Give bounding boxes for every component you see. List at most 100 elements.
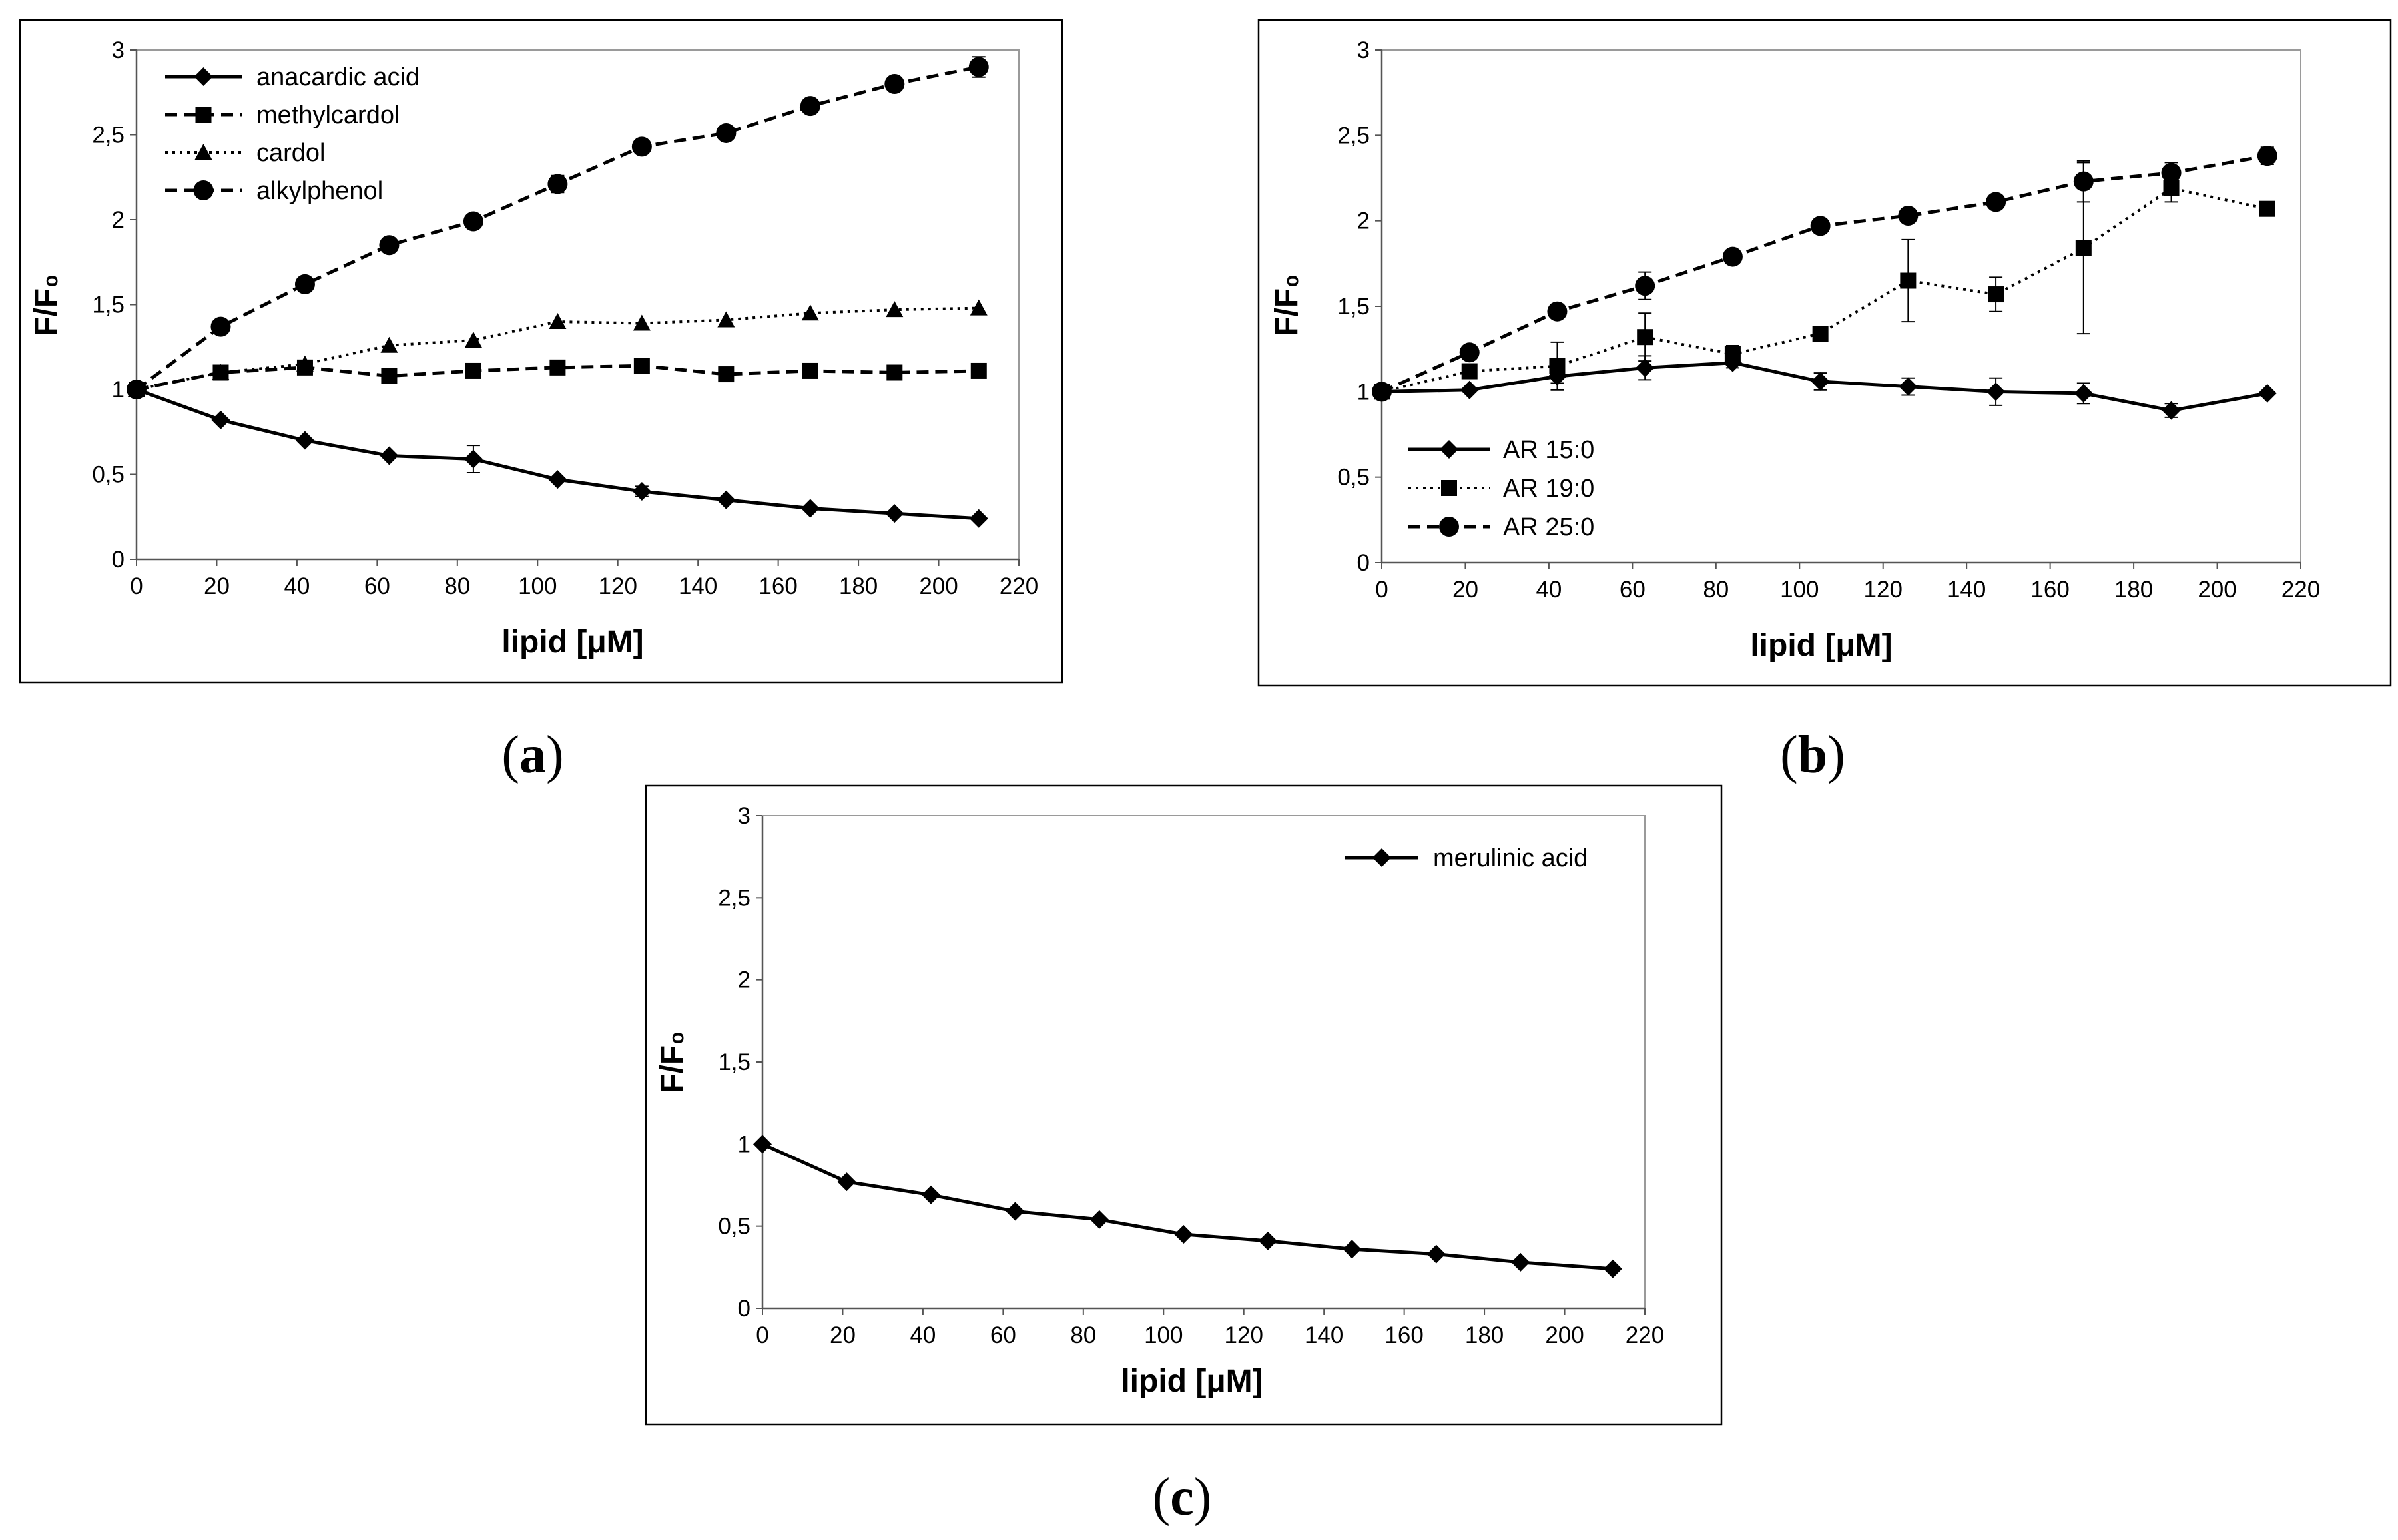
x-tick-label: 180 bbox=[2114, 577, 2153, 603]
legend-item-merulinic-acid: merulinic acid bbox=[1345, 844, 1588, 872]
data-point bbox=[1460, 380, 1479, 399]
panel-c: 0 0,5 1 1,5 2 2,5 3 0 20 40 60 80 100 120 140 160 180 200… bbox=[645, 784, 1723, 1527]
data-point bbox=[1811, 372, 1830, 391]
y-tick-label: 1 bbox=[1357, 379, 1370, 405]
y-tick-label: 0,5 bbox=[1337, 465, 1370, 491]
x-tick-label: 140 bbox=[679, 573, 717, 599]
x-tick-label: 180 bbox=[1465, 1322, 1504, 1348]
y-axis-title: F/F₀ bbox=[1269, 274, 1305, 336]
legend-marker bbox=[1441, 480, 1457, 496]
legend-label: methylcardol bbox=[256, 101, 400, 129]
legend-item-anacardic-acid: anacardic acid bbox=[165, 63, 420, 91]
data-point bbox=[379, 235, 400, 256]
y-tick-label: 2 bbox=[1357, 208, 1370, 234]
data-point bbox=[1258, 1231, 1277, 1250]
y-tick-label: 3 bbox=[738, 803, 750, 829]
data-point bbox=[633, 358, 650, 374]
data-point bbox=[127, 380, 147, 399]
x-axis-title: lipid [μM] bbox=[1121, 1364, 1263, 1399]
x-tick-label: 160 bbox=[758, 573, 797, 599]
data-point bbox=[1899, 377, 1918, 396]
x-tick-label: 120 bbox=[1864, 577, 1903, 603]
y-tick-label: 2,5 bbox=[1337, 123, 1370, 148]
panel-label: (a) bbox=[501, 726, 563, 784]
series-ar-15-0 bbox=[1372, 353, 2277, 420]
panel-label: (b) bbox=[1780, 726, 1845, 784]
x-tick-label: 80 bbox=[1703, 577, 1729, 603]
x-tick-label: 60 bbox=[364, 573, 390, 599]
y-tick-label: 3 bbox=[1357, 37, 1370, 63]
data-point bbox=[1343, 1240, 1362, 1259]
y-tick-label: 0 bbox=[1357, 550, 1370, 576]
data-point bbox=[1459, 342, 1480, 363]
x-tick-label: 60 bbox=[1620, 577, 1646, 603]
data-point bbox=[1089, 1210, 1109, 1229]
data-point bbox=[296, 355, 314, 372]
x-tick-label: 160 bbox=[1384, 1322, 1423, 1348]
data-point bbox=[465, 362, 481, 379]
x-tick-label: 200 bbox=[2198, 577, 2236, 603]
data-point bbox=[294, 274, 315, 294]
data-point bbox=[1898, 205, 1919, 226]
y-tick-label: 0,5 bbox=[92, 462, 125, 488]
data-point bbox=[802, 362, 818, 379]
y-tick-label: 1 bbox=[738, 1131, 750, 1157]
legend-label: anacardic acid bbox=[256, 63, 420, 91]
legend-label: alkylphenol bbox=[256, 177, 383, 205]
data-point bbox=[1986, 192, 2006, 212]
x-tick-label: 120 bbox=[1225, 1322, 1263, 1348]
data-point bbox=[548, 470, 567, 489]
panel-label: (c) bbox=[1153, 1468, 1212, 1527]
data-point bbox=[1810, 216, 1831, 236]
x-tick-label: 100 bbox=[1144, 1322, 1183, 1348]
x-tick-label: 100 bbox=[1780, 577, 1819, 603]
data-point bbox=[716, 123, 737, 143]
panel-letter: a bbox=[519, 726, 546, 784]
data-point bbox=[1174, 1225, 1193, 1244]
data-point bbox=[549, 313, 567, 329]
x-tick-label: 220 bbox=[1000, 573, 1038, 599]
series-line bbox=[1381, 186, 2268, 393]
x-tick-label: 40 bbox=[910, 1322, 936, 1348]
y-tick-label: 0 bbox=[112, 547, 125, 573]
x-tick-label: 40 bbox=[284, 573, 310, 599]
data-point bbox=[1461, 363, 1478, 380]
data-point bbox=[1988, 286, 2004, 303]
data-point bbox=[800, 499, 820, 518]
series-line bbox=[1380, 154, 2268, 393]
data-point bbox=[2161, 162, 2182, 183]
data-point bbox=[2073, 171, 2094, 192]
data-point bbox=[1511, 1252, 1530, 1272]
data-point bbox=[2259, 200, 2275, 217]
data-point bbox=[549, 359, 566, 376]
data-point bbox=[1547, 301, 1568, 322]
y-tick-label: 0,5 bbox=[718, 1214, 750, 1240]
y-axis-title: F/F₀ bbox=[655, 1031, 690, 1093]
legend-item-methylcardol: methylcardol bbox=[165, 101, 400, 129]
x-tick-label: 40 bbox=[1536, 577, 1562, 603]
legend-marker bbox=[194, 67, 213, 86]
panel-letter: c bbox=[1170, 1468, 1194, 1527]
data-point bbox=[2257, 384, 2277, 403]
data-point bbox=[633, 314, 651, 331]
x-tick-label: 0 bbox=[756, 1322, 768, 1348]
legend-marker bbox=[193, 180, 214, 200]
data-point bbox=[632, 482, 651, 501]
x-tick-label: 220 bbox=[1626, 1322, 1664, 1348]
legend-label: AR 25:0 bbox=[1503, 513, 1594, 541]
data-point bbox=[1635, 276, 1655, 296]
series-anacardic-acid bbox=[127, 380, 988, 528]
x-tick-label: 200 bbox=[1545, 1322, 1584, 1348]
data-point bbox=[886, 301, 904, 318]
x-tick-label: 0 bbox=[130, 573, 143, 599]
data-point bbox=[800, 96, 820, 117]
y-tick-label: 2 bbox=[112, 207, 125, 233]
legend-label: AR 15:0 bbox=[1503, 436, 1594, 464]
panel-b: 0 0,5 1 1,5 2 2,5 3 0 20 40 60 80 100 120 140 160 180 200… bbox=[1257, 19, 2392, 784]
data-point bbox=[884, 74, 905, 94]
data-point bbox=[970, 362, 987, 379]
series-line bbox=[136, 387, 979, 521]
legend-item-ar-19-0: AR 19:0 bbox=[1408, 475, 1594, 503]
legend-marker bbox=[1440, 440, 1458, 459]
legend-marker bbox=[1372, 848, 1391, 867]
